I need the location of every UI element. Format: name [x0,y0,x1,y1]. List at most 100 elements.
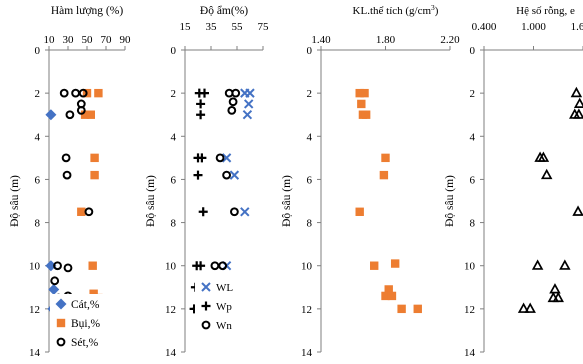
data-point [559,259,571,270]
y-tick-label: 6 [35,174,41,186]
y-tick-label: 14 [29,347,41,359]
legend-label: Sét,% [71,337,99,349]
chart-panel-3: KL.thể tích (g/cm3) 1.40 1.80 2.20 0 2 4 6 8 10 12… [281,3,460,360]
y-tick-label: 4 [171,131,177,143]
data-point [531,259,544,270]
data-point [215,153,225,163]
x-tick-label: 30 [63,34,75,46]
y-tick-label: 6 [470,174,476,186]
data-point [196,99,206,109]
data-point [524,302,536,313]
legend-marker [56,337,66,347]
y-tick-label: 14 [165,347,177,359]
y-axis-label: Độ sâu (m) [145,175,157,227]
y-tick-label: 14 [464,347,476,359]
data-point [221,153,232,163]
data-point [200,88,209,98]
y-tick-label: 8 [307,218,313,230]
y-tick-label: 2 [35,88,41,100]
data-point [227,106,237,115]
data-point [381,153,390,163]
data-point [210,261,220,271]
y-axis-label: Độ sâu (m) [9,175,21,227]
x-tick-label: 0.400 [472,21,497,33]
data-point [193,170,203,180]
chart-title-close: ) [435,5,439,17]
data-point [59,88,69,98]
y-tick-label: 10 [464,261,476,273]
data-point [196,110,206,120]
data-point [240,207,250,217]
data-point [63,263,73,273]
chart-title: Hàm lượng (%) [51,5,124,17]
data-point [230,207,239,217]
legend-label: Wp [216,301,232,313]
x-tick-label: 75 [258,21,270,33]
y-axis-label: Độ sâu (m) [444,175,456,227]
data-point [53,261,62,271]
data-point [413,304,422,314]
data-point [228,97,238,107]
x-tick-label: 1.000 [521,21,546,33]
legend-label: Cát,% [71,299,100,311]
y-tick-label: 2 [470,88,476,100]
y-tick-label: 0 [35,45,41,57]
y-tick-label: 4 [470,131,476,143]
data-point [50,276,60,286]
legend-marker [55,298,67,310]
data-point [387,291,397,301]
data-point [552,291,564,303]
data-point [45,109,57,121]
y-tick-label: 0 [470,45,476,57]
series-points [517,86,583,313]
data-point [71,88,80,98]
data-point [242,110,253,120]
y-tick-label: 10 [29,261,41,273]
series-b-i- [77,88,103,303]
y-tick-label: 10 [165,261,177,273]
data-point [62,170,72,180]
x-tick-label: 1.80 [376,34,396,46]
y-axis-label: Độ sâu (m) [281,175,293,227]
data-point [379,170,389,180]
data-point [77,207,86,216]
y-tick-label: 4 [307,131,313,143]
legend-marker [201,320,211,330]
chart-panel-4: Hệ số rỗng, e 0.400 1.000 1.600 0 2 4 6 8 10 12 14 Đ… [444,5,583,359]
data-point [360,88,369,98]
y-tick-label: 12 [165,304,176,316]
y-tick-label: 0 [171,45,177,57]
chart-title-superscript: 3 [431,3,435,12]
chart-title: Độ ẩm(%) [200,4,248,17]
data-point [573,97,583,108]
y-tick-label: 2 [171,88,177,100]
data-point [84,207,94,217]
data-point [65,110,75,120]
data-point [48,283,60,295]
data-point [218,261,228,271]
data-point [89,289,98,298]
y-tick-label: 12 [464,304,475,316]
data-point [517,302,530,313]
data-point [88,261,97,270]
series-wl [221,88,255,303]
y-tick-label: 0 [307,45,313,57]
data-point [243,99,254,109]
data-point [549,283,561,294]
legend-label: Bụi,% [71,318,100,330]
data-point [573,108,583,119]
x-tick-label: 1.600 [571,21,583,33]
data-point [197,153,207,163]
legend-marker [201,282,211,292]
y-tick-label: 4 [35,131,41,143]
data-point [370,261,379,270]
y-tick-label: 8 [171,218,177,230]
data-point [198,207,208,217]
x-tick-label: 2.20 [440,34,460,46]
data-point [196,261,206,271]
data-point [357,99,366,109]
data-point [540,168,553,180]
y-tick-label: 6 [171,174,177,186]
